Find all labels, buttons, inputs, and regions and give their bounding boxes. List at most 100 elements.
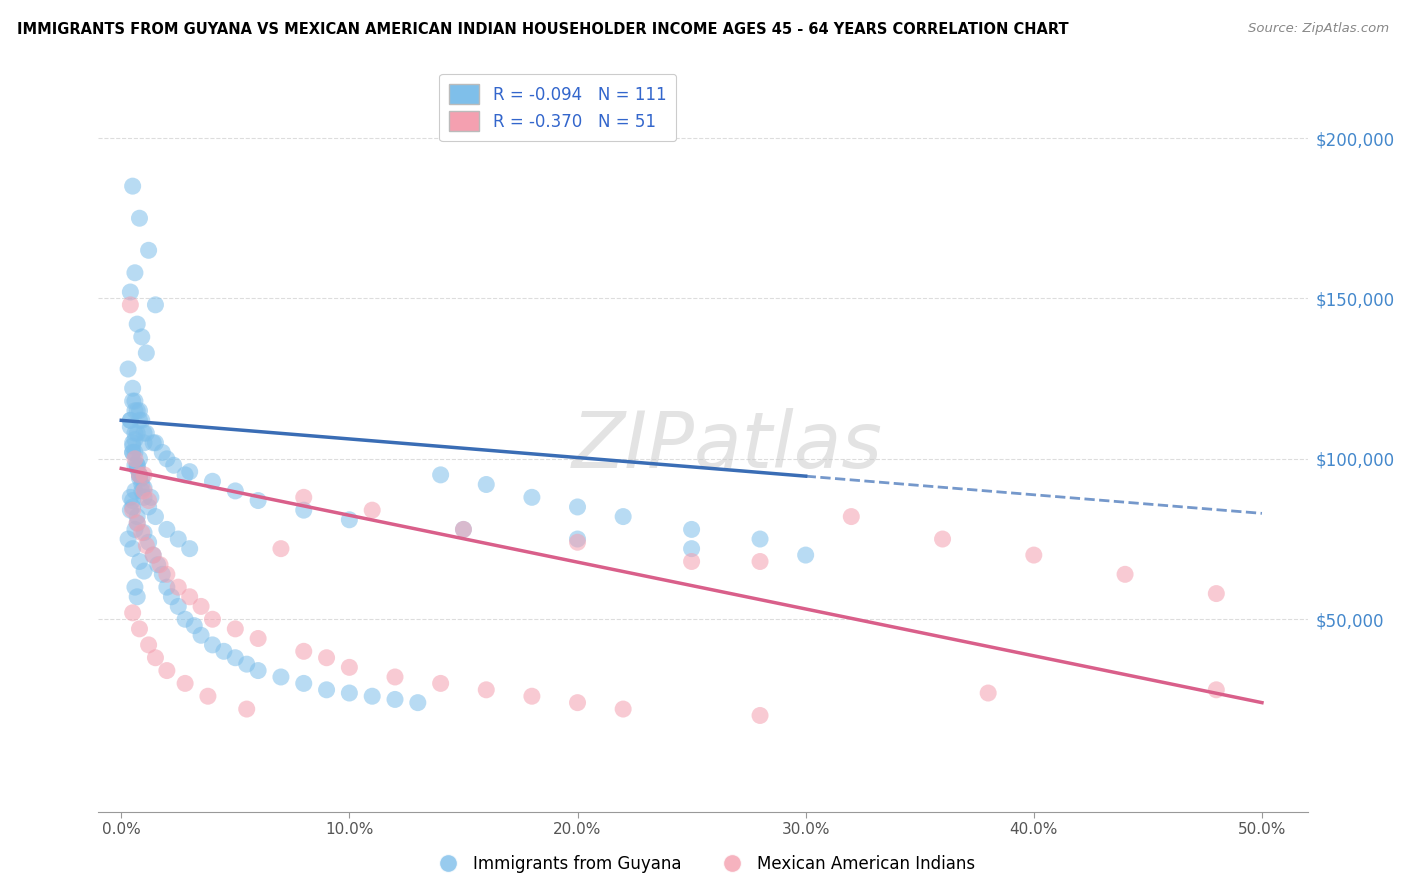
Point bbox=[127, 403, 149, 417]
Point bbox=[167, 532, 190, 546]
Point bbox=[121, 541, 143, 556]
Point bbox=[612, 702, 634, 716]
Point bbox=[292, 676, 315, 690]
Point bbox=[247, 632, 270, 646]
Point bbox=[224, 650, 246, 665]
Point bbox=[120, 503, 142, 517]
Point bbox=[138, 535, 160, 549]
Point bbox=[977, 686, 1000, 700]
Point bbox=[150, 445, 173, 459]
Point bbox=[1022, 548, 1045, 562]
Point bbox=[201, 475, 224, 489]
Point bbox=[361, 690, 384, 704]
Point bbox=[128, 451, 150, 466]
Point bbox=[142, 548, 165, 562]
Point bbox=[160, 590, 183, 604]
Point bbox=[235, 657, 257, 672]
Point bbox=[142, 548, 165, 562]
Point bbox=[128, 554, 150, 568]
Point bbox=[132, 426, 155, 441]
Point bbox=[520, 491, 543, 505]
Point bbox=[128, 467, 150, 482]
Point bbox=[124, 523, 146, 537]
Point bbox=[567, 532, 589, 546]
Point bbox=[174, 612, 197, 626]
Point bbox=[292, 503, 315, 517]
Point bbox=[681, 541, 703, 556]
Point bbox=[520, 690, 543, 704]
Point bbox=[124, 426, 146, 441]
Point bbox=[429, 676, 451, 690]
Point bbox=[121, 445, 143, 459]
Point bbox=[247, 664, 270, 678]
Point bbox=[128, 211, 150, 226]
Point bbox=[201, 612, 224, 626]
Point bbox=[117, 532, 139, 546]
Point bbox=[131, 483, 153, 498]
Point bbox=[567, 535, 589, 549]
Point bbox=[167, 599, 190, 614]
Point bbox=[406, 696, 429, 710]
Point bbox=[127, 516, 149, 530]
Point bbox=[156, 567, 179, 582]
Point bbox=[124, 483, 146, 498]
Text: Source: ZipAtlas.com: Source: ZipAtlas.com bbox=[1249, 22, 1389, 36]
Point bbox=[124, 403, 146, 417]
Point bbox=[150, 567, 173, 582]
Point bbox=[270, 670, 292, 684]
Point bbox=[132, 491, 155, 505]
Point bbox=[315, 682, 337, 697]
Point bbox=[453, 523, 475, 537]
Point bbox=[120, 413, 142, 427]
Point bbox=[124, 458, 146, 473]
Point bbox=[127, 458, 149, 473]
Point bbox=[138, 638, 160, 652]
Point bbox=[124, 266, 146, 280]
Point bbox=[128, 413, 150, 427]
Point bbox=[931, 532, 953, 546]
Point bbox=[1205, 586, 1227, 600]
Point bbox=[138, 244, 160, 258]
Point bbox=[156, 523, 179, 537]
Point bbox=[131, 525, 153, 540]
Point bbox=[128, 467, 150, 482]
Point bbox=[120, 413, 142, 427]
Point bbox=[146, 558, 169, 572]
Point bbox=[749, 554, 772, 568]
Point bbox=[121, 394, 143, 409]
Point bbox=[179, 465, 201, 479]
Point bbox=[131, 330, 153, 344]
Point bbox=[132, 483, 155, 498]
Point bbox=[132, 525, 155, 540]
Point bbox=[149, 558, 172, 572]
Point bbox=[121, 381, 143, 395]
Point bbox=[163, 458, 186, 473]
Point bbox=[131, 471, 153, 485]
Point bbox=[749, 708, 772, 723]
Point bbox=[127, 317, 149, 331]
Legend: Immigrants from Guyana, Mexican American Indians: Immigrants from Guyana, Mexican American… bbox=[425, 848, 981, 880]
Point bbox=[681, 554, 703, 568]
Point bbox=[475, 682, 498, 697]
Point bbox=[121, 439, 143, 453]
Point bbox=[121, 435, 143, 450]
Point bbox=[132, 564, 155, 578]
Point bbox=[135, 426, 157, 441]
Text: IMMIGRANTS FROM GUYANA VS MEXICAN AMERICAN INDIAN HOUSEHOLDER INCOME AGES 45 - 6: IMMIGRANTS FROM GUYANA VS MEXICAN AMERIC… bbox=[17, 22, 1069, 37]
Point bbox=[156, 664, 179, 678]
Point bbox=[128, 467, 150, 482]
Point bbox=[121, 493, 143, 508]
Point bbox=[247, 493, 270, 508]
Point bbox=[124, 433, 146, 447]
Point bbox=[145, 509, 167, 524]
Point bbox=[156, 451, 179, 466]
Point bbox=[138, 493, 160, 508]
Point bbox=[142, 435, 165, 450]
Point bbox=[361, 503, 384, 517]
Point bbox=[120, 285, 142, 299]
Point bbox=[138, 500, 160, 514]
Point bbox=[292, 491, 315, 505]
Point bbox=[139, 491, 162, 505]
Point bbox=[131, 413, 153, 427]
Point bbox=[337, 686, 360, 700]
